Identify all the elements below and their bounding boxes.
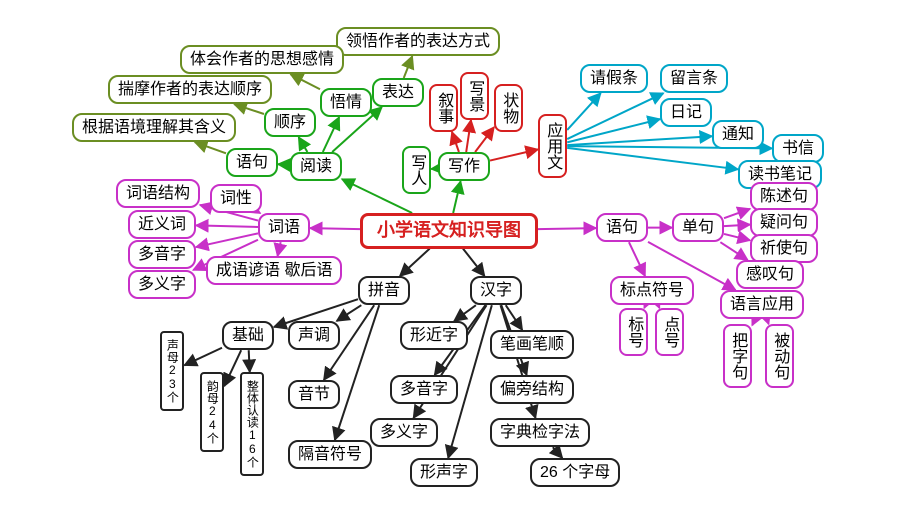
edge-biaoda-lingwu (404, 56, 413, 78)
node-genju: 根据语境理解其含义 (72, 113, 236, 142)
node-biaodian: 标点符号 (610, 276, 694, 305)
node-tongzhi: 通知 (712, 120, 764, 149)
node-duoyin2: 多音字 (390, 375, 458, 404)
node-xiezuo: 写作 (438, 152, 490, 181)
node-yiwen: 疑问句 (750, 208, 818, 237)
edge-yingyong-liuyan (567, 93, 663, 139)
node-baziju: 把字句 (723, 324, 752, 388)
node-duoyinz: 多音字 (128, 240, 196, 269)
edge-zidian-zimu (553, 447, 562, 458)
edge-pinyin-shengdiao (337, 305, 362, 321)
edge-ciyu-chengyu (278, 242, 281, 256)
edge-danju-gantan (720, 242, 747, 260)
edge-yuedu-wuqing (323, 117, 339, 152)
edge-jichu-shengmu (184, 348, 222, 366)
node-yuju_m: 语句 (596, 213, 648, 242)
edge-yingyong-tongzhi (567, 136, 712, 145)
edge-danju-yiwen (724, 225, 750, 227)
edge-biaodian-biaohao (644, 305, 645, 308)
node-xingsheng: 形声字 (410, 458, 478, 487)
node-jinyi: 近义词 (128, 210, 196, 239)
edge-wuqing-tihui (291, 74, 320, 89)
node-jichu: 基础 (222, 321, 274, 350)
node-yingyong: 应用文 (538, 114, 567, 178)
edge-yuedu-yuju_g (278, 164, 290, 165)
node-xushi: 叙事 (429, 84, 458, 132)
node-zimu: 26 个字母 (530, 458, 620, 487)
node-yuedu: 阅读 (290, 152, 342, 181)
node-danju: 单句 (672, 213, 724, 242)
node-riji: 日记 (660, 98, 712, 127)
node-shengmu: 声母23个 (160, 331, 184, 411)
node-yuyanyy: 语言应用 (720, 290, 804, 319)
node-biaoda: 表达 (372, 78, 424, 107)
node-wuqing: 悟情 (320, 88, 372, 117)
edge-center-xiezuo (453, 181, 460, 213)
node-bihua: 笔画笔顺 (490, 330, 574, 359)
node-hanzi: 汉字 (470, 276, 522, 305)
edge-ciyu-jinyi (196, 225, 258, 227)
edge-xiezuo-yingyong (490, 149, 538, 160)
node-chuaimo: 揣摩作者的表达顺序 (108, 75, 272, 104)
edge-jichu-yunmu (224, 350, 241, 386)
node-chenshu: 陈述句 (750, 182, 818, 211)
node-beidong: 被动句 (765, 324, 794, 388)
node-yunmu: 韵母24个 (200, 372, 224, 452)
edge-yuju_m-biaodian (629, 242, 645, 276)
node-xingjin: 形近字 (400, 321, 468, 350)
edge-yuju_g-genju (195, 142, 226, 153)
node-gantan: 感叹句 (736, 260, 804, 289)
node-duoyi2: 多义字 (370, 418, 438, 447)
edge-jichu-zhengti (249, 350, 250, 372)
node-xiejing: 写景 (460, 72, 489, 120)
edge-yuyanyy-beidong (767, 319, 769, 324)
node-xieren: 写人 (402, 146, 431, 194)
edge-yuyanyy-baziju (752, 319, 755, 325)
node-shunxu: 顺序 (264, 108, 316, 137)
edge-xiezuo-xiejing (466, 120, 471, 152)
node-dianhao: 点号 (655, 308, 684, 356)
node-ciyu: 词语 (258, 213, 310, 242)
node-yuju_g: 语句 (226, 148, 278, 177)
edge-hanzi-xingjin (454, 305, 476, 321)
edge-yuedu-shunxu (299, 137, 308, 152)
node-liuyan: 留言条 (660, 64, 728, 93)
node-shengdiao: 声调 (288, 321, 340, 350)
edge-yingyong-dushu (567, 148, 738, 169)
node-duoyiz: 多义字 (128, 270, 196, 299)
edge-center-hanzi (463, 249, 485, 276)
node-yinjie: 音节 (288, 380, 340, 409)
node-qingjia: 请假条 (580, 64, 648, 93)
edge-xiezuo-xushi (452, 132, 459, 152)
edge-yingyong-riji (567, 119, 660, 142)
node-lingwu: 领悟作者的表达方式 (336, 27, 500, 56)
node-biaohao: 标号 (619, 308, 648, 356)
edge-center-pinyin (400, 249, 430, 276)
edge-ciyu-duoyinz (196, 233, 258, 247)
node-pinyin: 拼音 (358, 276, 410, 305)
edge-xiezuo-zhuangwu (475, 127, 494, 152)
edge-center-ciyu (310, 228, 360, 229)
edge-danju-qishi (724, 234, 750, 240)
node-cixing: 词性 (210, 184, 262, 213)
center-node: 小学语文知识导图 (360, 213, 538, 249)
node-ciyujg: 词语结构 (116, 179, 200, 208)
edge-yingyong-qingjia (567, 93, 601, 130)
node-geyin: 隔音符号 (288, 440, 372, 469)
edge-center-yuju_m (538, 228, 596, 229)
node-tihui: 体会作者的思想感情 (180, 45, 344, 74)
edge-shunxu-chuaimo (234, 104, 264, 114)
node-chengyu: 成语谚语 歇后语 (206, 256, 342, 285)
node-qishi: 祈使句 (750, 234, 818, 263)
node-zhengti: 整体认读16个 (240, 372, 264, 476)
node-zidian: 字典检字法 (490, 418, 590, 447)
edge-danju-chenshu (724, 209, 750, 218)
node-pianpang: 偏旁结构 (490, 375, 574, 404)
node-zhuangwu: 状物 (494, 84, 523, 132)
node-shuxin: 书信 (772, 134, 824, 163)
edge-hanzi-bihua (506, 305, 523, 330)
